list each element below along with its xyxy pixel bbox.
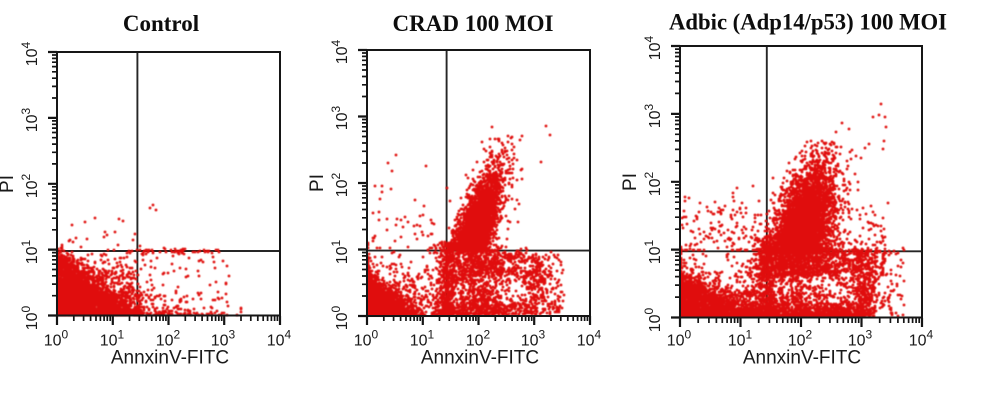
svg-text:AnnxinV-FITC: AnnxinV-FITC	[111, 348, 229, 369]
svg-text:PI: PI	[0, 175, 18, 193]
svg-text:PI: PI	[307, 174, 328, 192]
svg-text:Control: Control	[123, 11, 199, 36]
svg-text:AnnxinV-FITC: AnnxinV-FITC	[743, 348, 861, 369]
svg-text:PI: PI	[620, 173, 641, 191]
svg-text:Adbic (Adp14/p53) 100 MOI: Adbic (Adp14/p53) 100 MOI	[669, 10, 947, 35]
svg-text:AnnxinV-FITC: AnnxinV-FITC	[421, 348, 539, 369]
svg-text:CRAD 100 MOI: CRAD 100 MOI	[393, 11, 554, 36]
